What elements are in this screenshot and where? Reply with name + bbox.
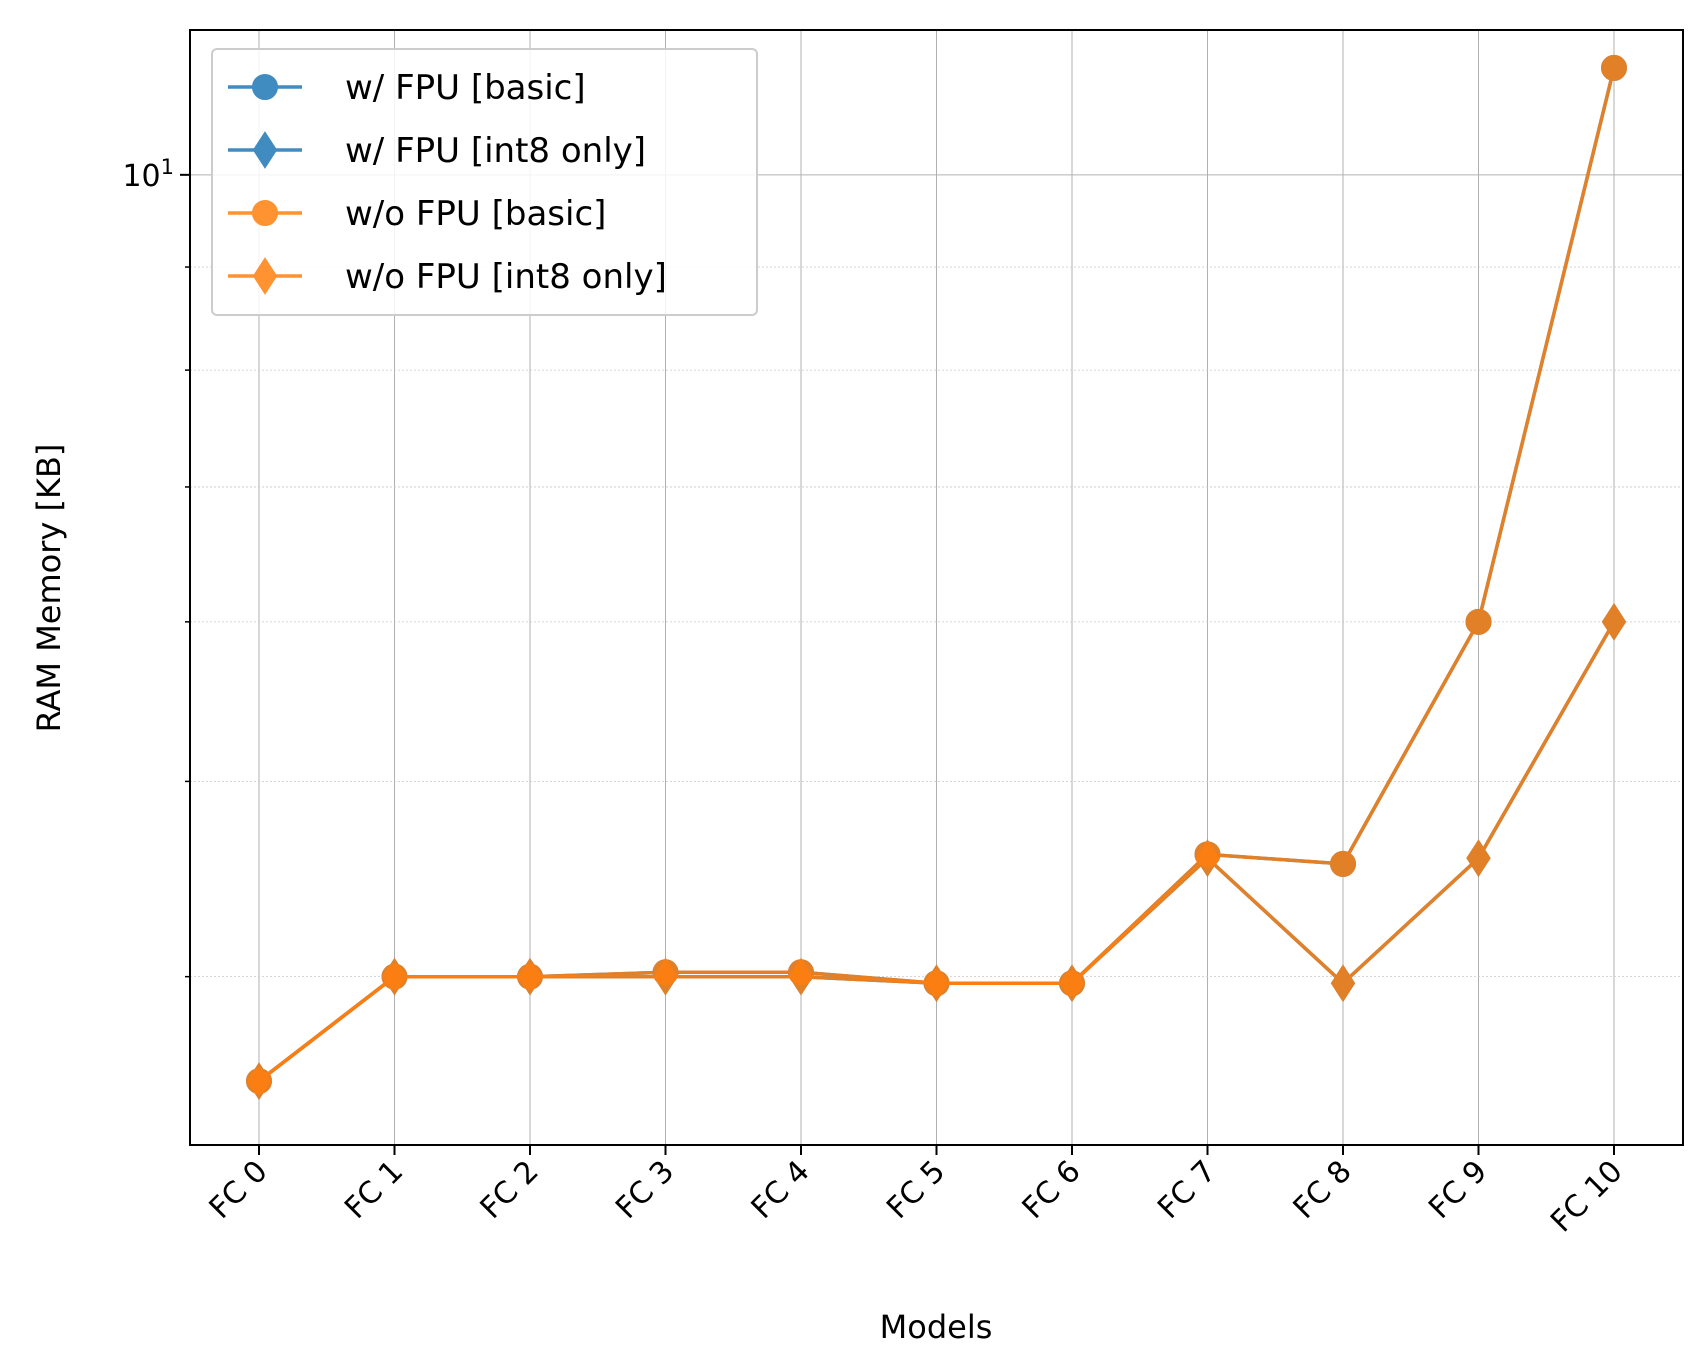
data-point	[1466, 839, 1491, 878]
data-point	[1465, 608, 1492, 635]
data-point	[653, 957, 678, 996]
y-tick-label: 101	[122, 155, 174, 194]
legend: w/ FPU [basic] w/ FPU [int8 only] w/o FPU …	[211, 48, 758, 316]
legend-entry	[228, 131, 302, 169]
legend-marker	[252, 257, 278, 295]
legend-marker	[252, 131, 278, 169]
series-3	[246, 603, 1627, 1100]
legend-entry	[228, 200, 302, 226]
data-point	[246, 1062, 272, 1100]
legend-label: w/o FPU [int8 only]	[345, 257, 667, 297]
data-point	[517, 957, 543, 996]
data-point	[1195, 839, 1220, 878]
data-point	[924, 964, 949, 1003]
legend-box	[211, 48, 758, 316]
data-point	[1601, 54, 1627, 81]
legend-marker	[252, 74, 278, 100]
y-axis-label: RAM Memory [KB]	[30, 444, 68, 733]
data-point	[1059, 964, 1085, 1003]
legend-label: w/ FPU [int8 only]	[345, 131, 646, 171]
data-point	[1601, 603, 1627, 641]
legend-entry	[228, 74, 302, 100]
data-point	[788, 957, 814, 996]
x-axis-label: Models	[880, 1308, 993, 1346]
legend-label: w/ FPU [basic]	[345, 68, 586, 108]
data-point	[1330, 850, 1356, 877]
legend-label: w/o FPU [basic]	[345, 194, 606, 234]
legend-marker	[252, 200, 278, 226]
series-lines	[246, 54, 1627, 1100]
data-point	[1330, 964, 1356, 1003]
legend-entry	[228, 257, 302, 295]
data-point	[382, 957, 407, 996]
